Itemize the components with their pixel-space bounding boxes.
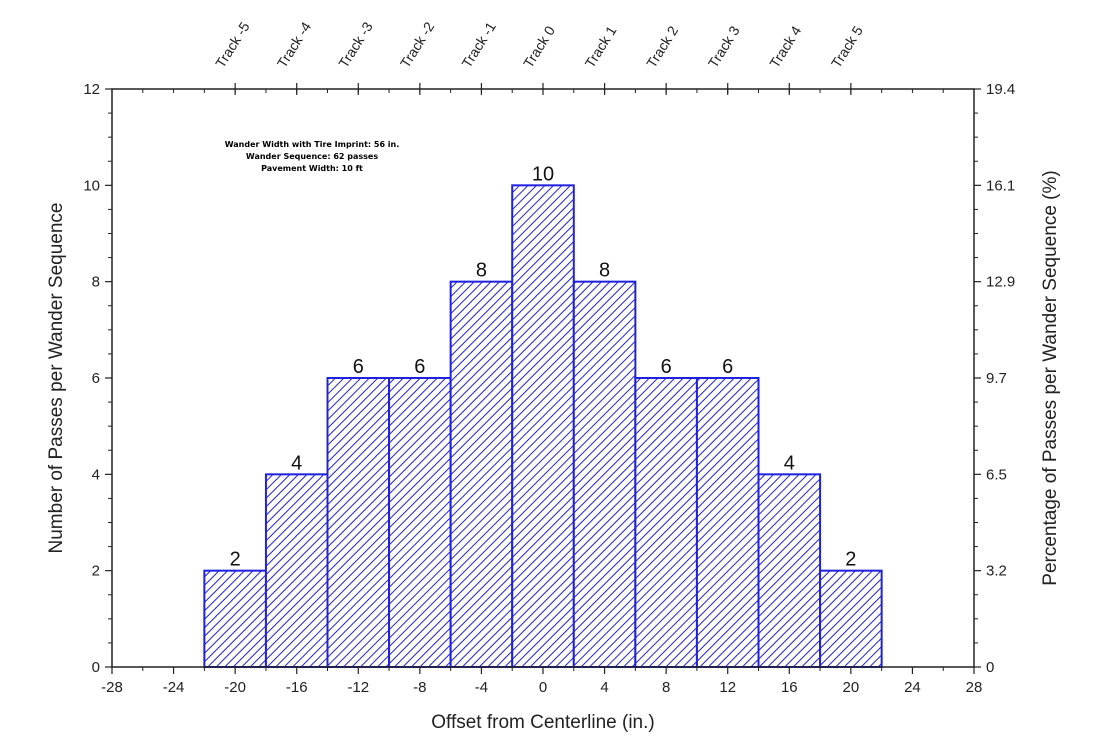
- annotation-wander-sequence: Wander Sequence: 62 passes: [246, 152, 378, 161]
- x-tick-label: -20: [224, 679, 246, 696]
- y2-tick-label: 12.9: [986, 274, 1015, 291]
- y-tick-label: 2: [92, 563, 100, 580]
- annotation-wander-width: Wander Width with Tire Imprint: 56 in.: [225, 140, 400, 149]
- y-tick-label: 4: [92, 466, 100, 483]
- bar-value-label: 8: [476, 260, 487, 282]
- bar-value-label: 4: [291, 452, 302, 474]
- x-tick-label: -28: [101, 679, 123, 696]
- x-tick-label: -8: [413, 679, 426, 696]
- x-tick-label: -24: [163, 679, 185, 696]
- y2-tick-label: 3.2: [986, 563, 1007, 580]
- track-label: Track 4: [766, 23, 804, 71]
- track-label: Track -2: [397, 19, 438, 71]
- track-label: Track -1: [458, 19, 499, 71]
- annotation-pavement-width: Pavement Width: 10 ft: [261, 164, 363, 173]
- x-tick-label: 20: [843, 679, 860, 696]
- histogram-bar: [757, 473, 822, 669]
- bar-value-label: 10: [532, 163, 554, 185]
- bar-value-label: 6: [722, 356, 733, 378]
- histogram-bar: [264, 473, 329, 669]
- x-axis-title: Offset from Centerline (in.): [431, 712, 655, 733]
- bar-value-label: 6: [661, 356, 672, 378]
- y2-tick-label: 6.5: [986, 466, 1007, 483]
- y-tick-label: 12: [83, 81, 100, 98]
- y2-tick-label: 16.1: [986, 177, 1015, 194]
- track-label: Track -5: [212, 19, 253, 71]
- x-tick-label: 24: [904, 679, 921, 696]
- track-label: Track -3: [335, 19, 376, 71]
- track-label: Track 5: [828, 23, 866, 71]
- annotation-block: Wander Width with Tire Imprint: 56 in. W…: [225, 140, 400, 173]
- bar-value-label: 4: [784, 452, 795, 474]
- y2-axis-title: Percentage of Passes per Wander Sequence…: [1040, 170, 1061, 585]
- x-tick-label: 28: [966, 679, 983, 696]
- bar-value-label: 6: [414, 356, 425, 378]
- x-tick-label: 12: [719, 679, 736, 696]
- track-label: Track 3: [705, 23, 743, 71]
- axis-ticks: [105, 83, 981, 674]
- x-tick-label: -4: [475, 679, 488, 696]
- y-tick-label: 8: [92, 274, 100, 291]
- x-tick-label: -16: [286, 679, 308, 696]
- track-label: Track 0: [520, 23, 558, 71]
- track-label: Track -4: [274, 19, 315, 71]
- histogram-bar: [203, 569, 267, 669]
- track-label: Track 1: [582, 23, 620, 71]
- x-tick-label: 0: [539, 679, 547, 696]
- x-tick-label: -12: [347, 679, 369, 696]
- histogram-bar: [634, 377, 698, 668]
- histogram-bar: [449, 280, 514, 668]
- y-axis-title: Number of Passes per Wander Sequence: [46, 203, 67, 554]
- bar-value-label: 2: [845, 549, 856, 571]
- histogram-bar: [511, 184, 575, 668]
- bar-value-label: 8: [599, 260, 610, 282]
- x-tick-label: 16: [781, 679, 798, 696]
- y2-tick-label: 9.7: [986, 370, 1007, 387]
- histogram-bar: [572, 280, 637, 668]
- y-tick-label: 6: [92, 370, 100, 387]
- histogram-bar: [819, 569, 883, 669]
- y2-tick-label: 0: [986, 659, 994, 676]
- bars-layer: [203, 184, 883, 669]
- x-tick-label: 4: [600, 679, 608, 696]
- bar-value-label: 2: [230, 549, 241, 571]
- bar-value-label: 6: [353, 356, 364, 378]
- track-label: Track 2: [643, 23, 681, 71]
- y-tick-label: 0: [92, 659, 100, 676]
- y2-tick-label: 19.4: [986, 81, 1015, 98]
- x-tick-label: 8: [662, 679, 670, 696]
- histogram-bar: [388, 377, 452, 668]
- histogram-bar: [326, 377, 391, 668]
- histogram-bar: [695, 377, 760, 668]
- y-tick-label: 10: [83, 177, 100, 194]
